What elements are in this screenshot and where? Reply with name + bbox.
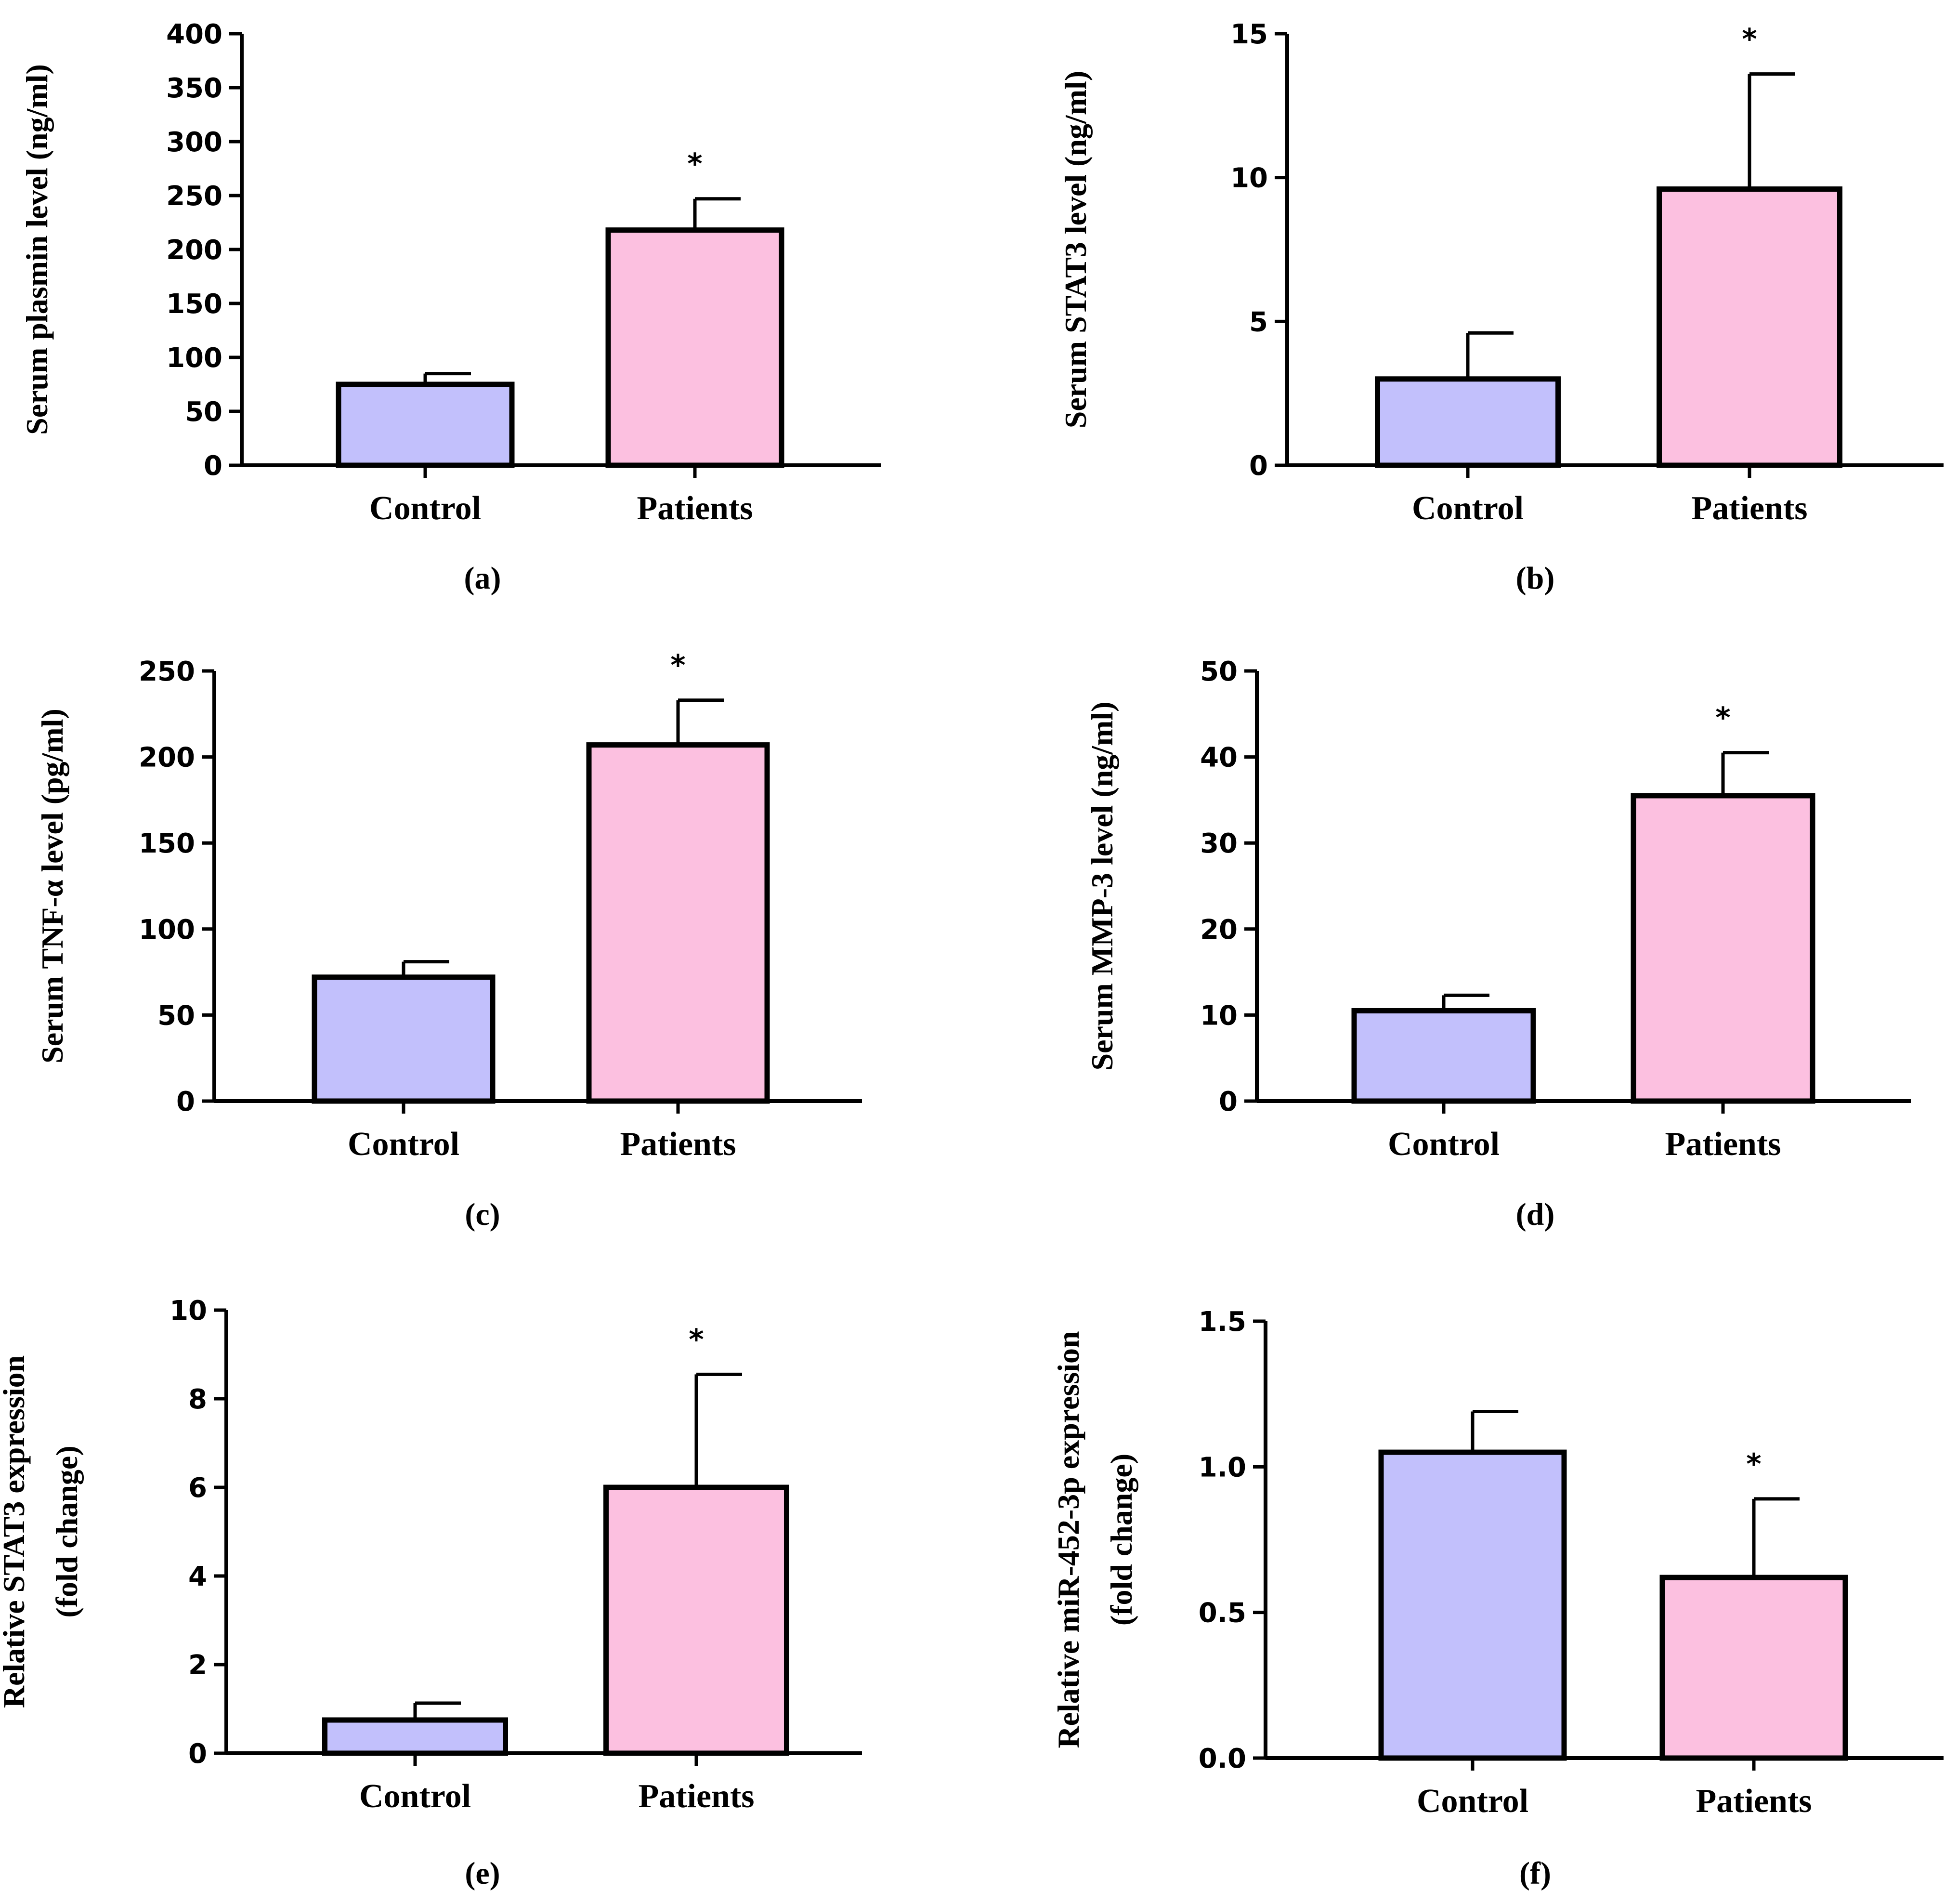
y-axis-title: Serum MMP-3 level (ng/ml)	[1085, 702, 1119, 1071]
y-tick-label: 250	[139, 656, 195, 687]
panel-label: (b)	[1516, 561, 1555, 596]
y-tick-label: 200	[139, 742, 195, 774]
x-category-label: Patients	[1665, 1126, 1781, 1163]
y-tick-label: 350	[166, 73, 222, 104]
bar-control	[1375, 376, 1561, 468]
y-tick-label: 0.5	[1199, 1598, 1246, 1629]
bar-patients	[1631, 793, 1815, 1104]
chart-panel-e: 0 2 4 6 8 10 Control Patients * Relative STAT3 ex…	[0, 1295, 862, 1891]
y-tick-label: 50	[157, 1000, 195, 1031]
y-axis-title: Relative STAT3 expression	[0, 1355, 31, 1708]
x-category-label: Patients	[1691, 490, 1807, 527]
bar-control	[1351, 1008, 1536, 1104]
y-axis-title: (fold change)	[50, 1445, 84, 1617]
y-tick-label: 0	[188, 1738, 207, 1770]
bar-control	[312, 974, 496, 1104]
y-tick-label: 15	[1230, 19, 1268, 50]
y-tick-label: 0	[1219, 1086, 1238, 1117]
chart-panel-b: 0 5 10 15 Control Patients * Serum STAT3 level …	[1058, 19, 1944, 596]
y-tick-label: 10	[1230, 163, 1268, 194]
y-axis-title: Relative miR-452-3p expression	[1051, 1331, 1085, 1748]
y-tick-label: 4	[188, 1561, 207, 1592]
y-tick-label: 8	[188, 1384, 207, 1415]
y-axis-title: Serum TNF-α level (pg/ml)	[35, 709, 69, 1064]
y-tick-label: 50	[185, 396, 222, 428]
y-tick-label: 5	[1249, 306, 1268, 338]
y-tick-label: 20	[1200, 914, 1238, 945]
chart-panel-d: 0 10 20 30 40 50 Control Patients * Serum MMP-3 l…	[1085, 656, 1911, 1232]
bar-patients	[605, 227, 784, 468]
y-tick-label: 0	[1249, 450, 1268, 482]
y-tick-label: 250	[166, 181, 222, 212]
y-tick-label: 300	[166, 127, 222, 158]
y-tick-label: 1.5	[1199, 1306, 1246, 1338]
significance-marker: *	[687, 147, 702, 181]
x-category-label: Control	[1412, 490, 1524, 527]
y-tick-label: 2	[188, 1650, 207, 1681]
y-axis-title: Serum plasmin level (ng/ml)	[20, 64, 54, 435]
panel-label: (c)	[465, 1197, 500, 1232]
y-tick-label: 50	[1200, 656, 1238, 687]
y-tick-label: 0	[204, 450, 222, 482]
y-tick-label: 6	[188, 1472, 207, 1504]
y-tick-label: 100	[139, 914, 195, 945]
chart-panel-f: 0.0 0.5 1.0 1.5 Control Patients * Relative miR…	[1051, 1306, 1944, 1891]
x-category-label: Patients	[638, 1778, 754, 1815]
y-tick-label: 30	[1200, 828, 1238, 859]
bar-patients	[1657, 186, 1842, 468]
y-tick-label: 100	[166, 342, 222, 374]
bar-patients	[586, 742, 770, 1104]
significance-marker: *	[1742, 23, 1757, 56]
y-tick-label: 400	[166, 19, 222, 50]
y-tick-label: 10	[170, 1295, 207, 1326]
x-category-label: Control	[369, 490, 481, 527]
significance-marker: *	[1746, 1447, 1761, 1481]
bar-patients	[1659, 1575, 1848, 1761]
bar-patients	[603, 1484, 789, 1756]
y-tick-label: 150	[139, 828, 195, 859]
x-category-label: Control	[1388, 1126, 1500, 1163]
y-tick-label: 1.0	[1199, 1452, 1246, 1483]
chart-panel-c: 0 50 100 150 200 250 Control Patients * Serum TNF…	[35, 649, 862, 1232]
y-tick-label: 0	[176, 1086, 195, 1117]
x-category-label: Control	[1417, 1783, 1528, 1820]
significance-marker: *	[689, 1323, 704, 1356]
x-category-label: Patients	[620, 1126, 736, 1163]
panel-label: (e)	[465, 1856, 500, 1891]
y-tick-label: 0.0	[1199, 1743, 1246, 1774]
chart-panel-a: 0 50 100 150 200 250 300 350 400 Control Patients *…	[20, 19, 881, 596]
y-tick-label: 10	[1200, 1000, 1238, 1031]
y-tick-label: 200	[166, 235, 222, 266]
panel-label: (d)	[1516, 1197, 1555, 1232]
panel-label: (a)	[464, 561, 501, 596]
bar-control	[336, 381, 515, 468]
x-category-label: Control	[359, 1778, 471, 1815]
y-tick-label: 40	[1200, 742, 1238, 774]
x-category-label: Patients	[637, 490, 753, 527]
panel-label: (f)	[1519, 1856, 1551, 1891]
y-axis-title: Serum STAT3 level (ng/ml)	[1058, 71, 1093, 428]
bar-control	[1378, 1449, 1567, 1761]
y-tick-label: 150	[166, 289, 222, 320]
significance-marker: *	[670, 649, 685, 683]
bar-control	[322, 1717, 508, 1756]
y-axis-title: (fold change)	[1104, 1454, 1138, 1626]
significance-marker: *	[1715, 701, 1730, 735]
x-category-label: Control	[348, 1126, 459, 1163]
x-category-label: Patients	[1696, 1783, 1812, 1820]
